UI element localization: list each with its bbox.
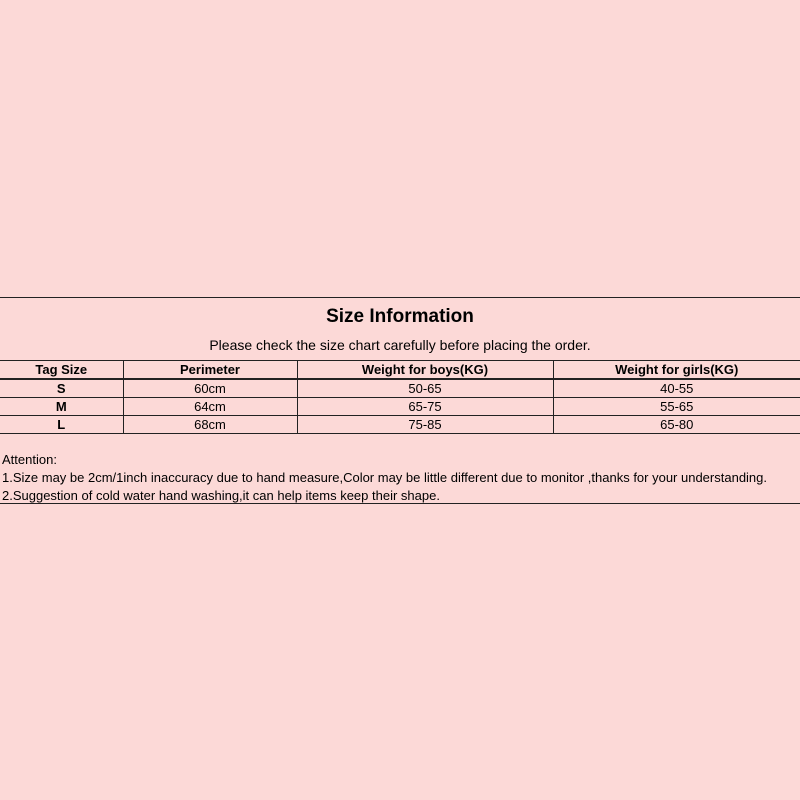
page-title: Size Information xyxy=(326,306,474,327)
cell: 68cm xyxy=(122,415,298,434)
table-row: L 68cm 75-85 65-80 xyxy=(0,415,800,434)
cell: 40-55 xyxy=(552,378,800,398)
bottom-divider xyxy=(0,503,800,504)
cell: L xyxy=(0,415,124,434)
header-perimeter: Perimeter xyxy=(122,360,298,380)
header-tag-size: Tag Size xyxy=(0,360,124,380)
cell: 55-65 xyxy=(552,397,800,416)
cell: S xyxy=(0,378,124,398)
table-row: M 64cm 65-75 55-65 xyxy=(0,397,800,416)
cell: 64cm xyxy=(122,397,298,416)
cell: 50-65 xyxy=(296,378,554,398)
cell: 75-85 xyxy=(296,415,554,434)
cell: 65-75 xyxy=(296,397,554,416)
attention-notes: Attention: 1.Size may be 2cm/1inch inacc… xyxy=(2,451,767,505)
table-row: S 60cm 50-65 40-55 xyxy=(0,378,800,398)
table-header-row: Tag Size Perimeter Weight for boys(KG) W… xyxy=(0,360,800,380)
note-item: 2.Suggestion of cold water hand washing,… xyxy=(2,488,440,503)
top-divider xyxy=(0,297,800,298)
cell: 65-80 xyxy=(552,415,800,434)
cell: M xyxy=(0,397,124,416)
notes-heading: Attention: xyxy=(2,452,57,467)
page-subtitle: Please check the size chart carefully be… xyxy=(209,337,591,353)
note-item: 1.Size may be 2cm/1inch inaccuracy due t… xyxy=(2,470,768,485)
cell: 60cm xyxy=(122,378,298,398)
size-table: Tag Size Perimeter Weight for boys(KG) W… xyxy=(0,360,800,434)
header-weight-girls: Weight for girls(KG) xyxy=(552,360,800,380)
header-weight-boys: Weight for boys(KG) xyxy=(296,360,554,380)
